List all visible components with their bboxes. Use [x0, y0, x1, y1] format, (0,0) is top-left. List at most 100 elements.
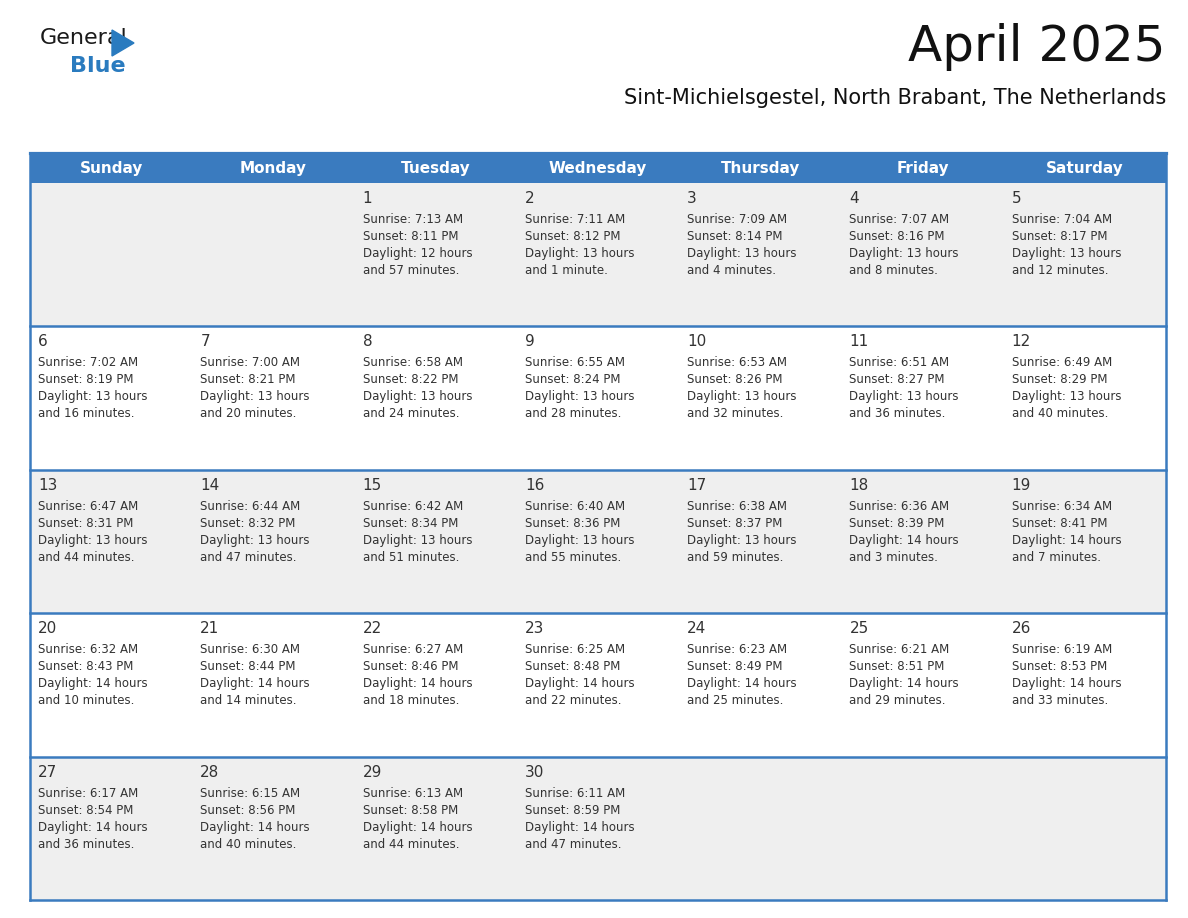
Text: and 20 minutes.: and 20 minutes. [201, 408, 297, 420]
Text: 7: 7 [201, 334, 210, 350]
Text: Daylight: 14 hours: Daylight: 14 hours [38, 677, 147, 690]
Text: Sint-Michielsgestel, North Brabant, The Netherlands: Sint-Michielsgestel, North Brabant, The … [624, 88, 1165, 108]
Text: Daylight: 13 hours: Daylight: 13 hours [687, 533, 797, 547]
Text: Daylight: 13 hours: Daylight: 13 hours [849, 247, 959, 260]
Text: Sunrise: 6:40 AM: Sunrise: 6:40 AM [525, 499, 625, 513]
Text: Daylight: 13 hours: Daylight: 13 hours [687, 247, 797, 260]
Text: April 2025: April 2025 [909, 23, 1165, 71]
Text: Sunrise: 6:55 AM: Sunrise: 6:55 AM [525, 356, 625, 369]
Text: Daylight: 14 hours: Daylight: 14 hours [201, 677, 310, 690]
Text: and 55 minutes.: and 55 minutes. [525, 551, 621, 564]
Text: Daylight: 14 hours: Daylight: 14 hours [849, 677, 959, 690]
Text: Sunset: 8:53 PM: Sunset: 8:53 PM [1012, 660, 1107, 673]
Text: and 36 minutes.: and 36 minutes. [38, 837, 134, 851]
Text: 22: 22 [362, 621, 381, 636]
Text: Sunrise: 6:32 AM: Sunrise: 6:32 AM [38, 644, 138, 656]
Text: Daylight: 14 hours: Daylight: 14 hours [362, 821, 472, 834]
Text: and 22 minutes.: and 22 minutes. [525, 694, 621, 707]
Text: 29: 29 [362, 765, 383, 779]
Text: Sunset: 8:59 PM: Sunset: 8:59 PM [525, 803, 620, 817]
Text: Daylight: 13 hours: Daylight: 13 hours [38, 390, 147, 403]
Bar [30, 327, 1165, 470]
Text: Sunset: 8:58 PM: Sunset: 8:58 PM [362, 803, 457, 817]
Text: Sunrise: 6:19 AM: Sunrise: 6:19 AM [1012, 644, 1112, 656]
Text: Wednesday: Wednesday [549, 161, 647, 175]
Text: Sunrise: 7:11 AM: Sunrise: 7:11 AM [525, 213, 625, 226]
Text: 14: 14 [201, 477, 220, 493]
Text: 12: 12 [1012, 334, 1031, 350]
Text: 6: 6 [38, 334, 48, 350]
Text: Daylight: 14 hours: Daylight: 14 hours [525, 677, 634, 690]
Text: 11: 11 [849, 334, 868, 350]
Text: Sunset: 8:17 PM: Sunset: 8:17 PM [1012, 230, 1107, 243]
Text: 24: 24 [687, 621, 707, 636]
Text: Daylight: 13 hours: Daylight: 13 hours [525, 390, 634, 403]
Text: Sunrise: 6:27 AM: Sunrise: 6:27 AM [362, 644, 463, 656]
Text: Daylight: 14 hours: Daylight: 14 hours [849, 533, 959, 547]
Text: Sunrise: 6:21 AM: Sunrise: 6:21 AM [849, 644, 949, 656]
Text: 16: 16 [525, 477, 544, 493]
Text: Sunrise: 6:51 AM: Sunrise: 6:51 AM [849, 356, 949, 369]
Text: Daylight: 13 hours: Daylight: 13 hours [1012, 390, 1121, 403]
Text: and 28 minutes.: and 28 minutes. [525, 408, 621, 420]
Text: and 8 minutes.: and 8 minutes. [849, 264, 939, 277]
Text: Sunset: 8:12 PM: Sunset: 8:12 PM [525, 230, 620, 243]
Text: 26: 26 [1012, 621, 1031, 636]
Text: Daylight: 13 hours: Daylight: 13 hours [1012, 247, 1121, 260]
Text: 25: 25 [849, 621, 868, 636]
Text: Sunrise: 7:13 AM: Sunrise: 7:13 AM [362, 213, 462, 226]
Text: 1: 1 [362, 191, 372, 206]
Text: and 44 minutes.: and 44 minutes. [362, 837, 459, 851]
Text: and 25 minutes.: and 25 minutes. [687, 694, 784, 707]
Text: 27: 27 [38, 765, 57, 779]
Text: Sunrise: 6:34 AM: Sunrise: 6:34 AM [1012, 499, 1112, 513]
Text: 23: 23 [525, 621, 544, 636]
Text: Sunrise: 6:36 AM: Sunrise: 6:36 AM [849, 499, 949, 513]
Text: Daylight: 14 hours: Daylight: 14 hours [525, 821, 634, 834]
Text: Sunrise: 6:30 AM: Sunrise: 6:30 AM [201, 644, 301, 656]
Text: Sunset: 8:29 PM: Sunset: 8:29 PM [1012, 374, 1107, 386]
Text: and 33 minutes.: and 33 minutes. [1012, 694, 1108, 707]
Text: 3: 3 [687, 191, 697, 206]
Text: and 3 minutes.: and 3 minutes. [849, 551, 939, 564]
Text: Daylight: 12 hours: Daylight: 12 hours [362, 247, 472, 260]
Bar [30, 613, 1165, 756]
Text: Daylight: 13 hours: Daylight: 13 hours [525, 533, 634, 547]
Text: Daylight: 14 hours: Daylight: 14 hours [1012, 533, 1121, 547]
Text: Daylight: 13 hours: Daylight: 13 hours [38, 533, 147, 547]
Text: Thursday: Thursday [721, 161, 800, 175]
Text: and 12 minutes.: and 12 minutes. [1012, 264, 1108, 277]
Text: Sunset: 8:32 PM: Sunset: 8:32 PM [201, 517, 296, 530]
Text: and 4 minutes.: and 4 minutes. [687, 264, 776, 277]
Text: Daylight: 14 hours: Daylight: 14 hours [201, 821, 310, 834]
Text: Sunrise: 7:07 AM: Sunrise: 7:07 AM [849, 213, 949, 226]
Text: Sunset: 8:22 PM: Sunset: 8:22 PM [362, 374, 459, 386]
Text: and 32 minutes.: and 32 minutes. [687, 408, 784, 420]
Text: Sunset: 8:37 PM: Sunset: 8:37 PM [687, 517, 783, 530]
Text: Sunset: 8:36 PM: Sunset: 8:36 PM [525, 517, 620, 530]
Text: and 57 minutes.: and 57 minutes. [362, 264, 459, 277]
Text: 30: 30 [525, 765, 544, 779]
Text: Sunset: 8:27 PM: Sunset: 8:27 PM [849, 374, 944, 386]
Text: Sunrise: 6:25 AM: Sunrise: 6:25 AM [525, 644, 625, 656]
Text: Blue: Blue [70, 56, 126, 76]
Text: Sunset: 8:19 PM: Sunset: 8:19 PM [38, 374, 133, 386]
Text: and 36 minutes.: and 36 minutes. [849, 408, 946, 420]
Text: Daylight: 13 hours: Daylight: 13 hours [362, 533, 472, 547]
Text: and 14 minutes.: and 14 minutes. [201, 694, 297, 707]
Text: Sunset: 8:31 PM: Sunset: 8:31 PM [38, 517, 133, 530]
Text: Sunset: 8:43 PM: Sunset: 8:43 PM [38, 660, 133, 673]
Text: Sunrise: 6:13 AM: Sunrise: 6:13 AM [362, 787, 462, 800]
Text: 19: 19 [1012, 477, 1031, 493]
Text: 20: 20 [38, 621, 57, 636]
Text: Sunset: 8:14 PM: Sunset: 8:14 PM [687, 230, 783, 243]
Text: Monday: Monday [240, 161, 307, 175]
Text: Sunrise: 6:49 AM: Sunrise: 6:49 AM [1012, 356, 1112, 369]
Text: Sunrise: 6:15 AM: Sunrise: 6:15 AM [201, 787, 301, 800]
Text: Sunrise: 6:11 AM: Sunrise: 6:11 AM [525, 787, 625, 800]
Text: 13: 13 [38, 477, 57, 493]
Bar [30, 183, 1165, 327]
Text: Sunset: 8:11 PM: Sunset: 8:11 PM [362, 230, 459, 243]
Text: 9: 9 [525, 334, 535, 350]
Bar [30, 153, 1165, 183]
